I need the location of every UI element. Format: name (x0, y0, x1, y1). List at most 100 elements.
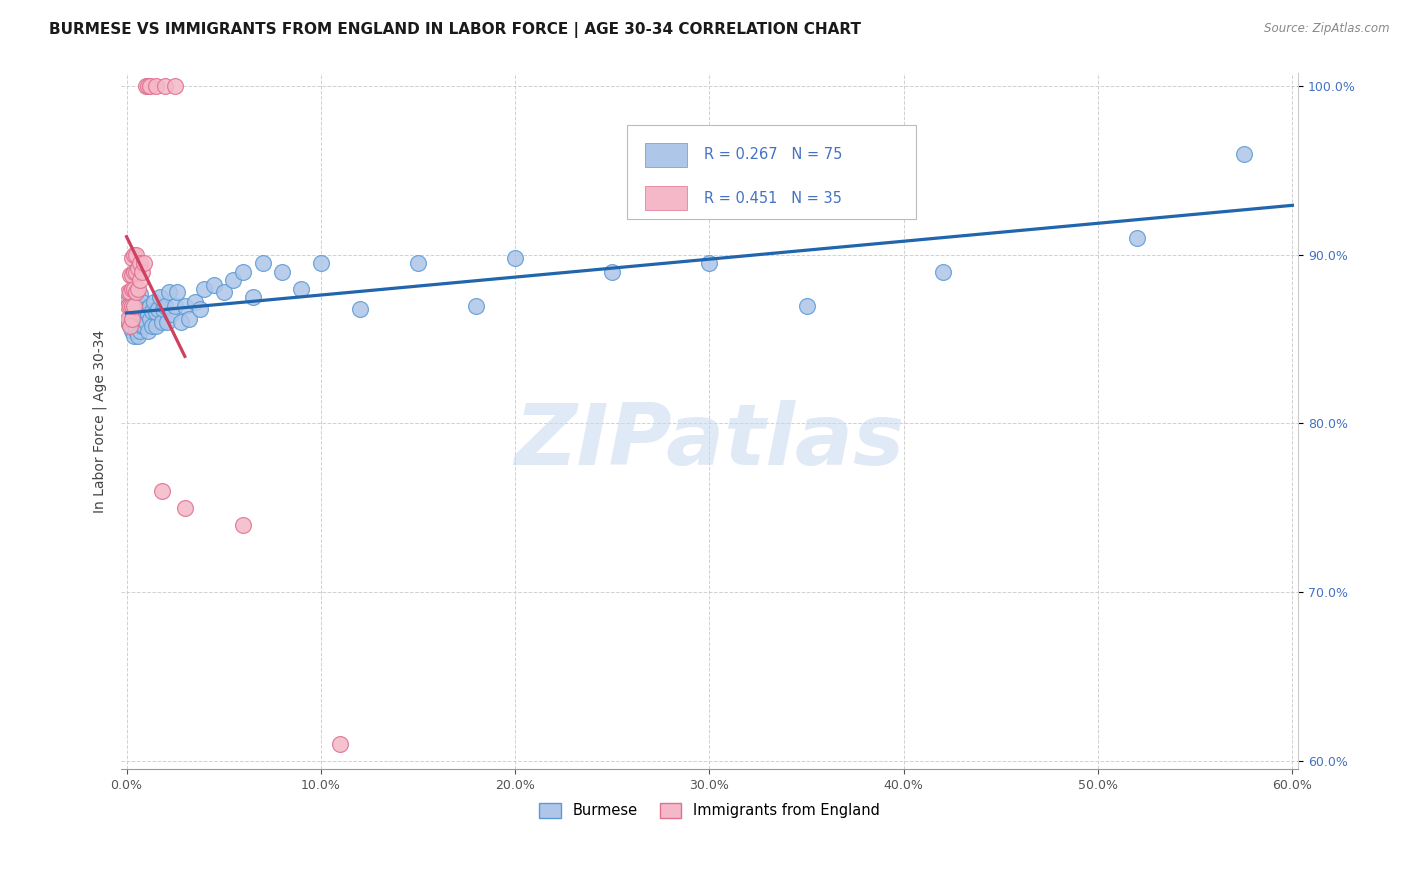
Point (699, 256, 721, 270)
Point (131, 318, 153, 333)
Point (120, 318, 142, 333)
Point (125, 297, 148, 311)
Legend: Burmese, Immigrants from England: Burmese, Immigrants from England (533, 797, 886, 824)
Point (117, 315, 139, 329)
Point (121, 282, 143, 296)
Point (124, 329, 146, 343)
Point (120, 318, 142, 333)
Point (135, 315, 157, 329)
Point (127, 282, 149, 296)
Text: R = 0.451   N = 35: R = 0.451 N = 35 (703, 191, 841, 206)
Point (136, 307, 159, 321)
Point (121, 312, 143, 326)
Point (212, 285, 235, 299)
Point (503, 252, 526, 266)
Point (150, 483, 173, 498)
Point (125, 324, 148, 338)
Point (117, 285, 139, 299)
Point (121, 268, 143, 283)
Point (120, 312, 142, 326)
Point (125, 318, 148, 333)
FancyBboxPatch shape (645, 143, 688, 167)
Point (127, 329, 149, 343)
Y-axis label: In Labor Force | Age 30-34: In Labor Force | Age 30-34 (93, 329, 107, 513)
Point (131, 265, 153, 279)
Point (177, 312, 200, 326)
Point (132, 256, 155, 270)
Point (406, 256, 429, 270)
Point (170, 315, 193, 329)
Point (232, 517, 254, 532)
Point (127, 299, 149, 313)
Point (290, 282, 312, 296)
Point (136, 79, 159, 94)
Point (160, 307, 183, 321)
Text: Source: ZipAtlas.com: Source: ZipAtlas.com (1264, 22, 1389, 36)
Point (125, 248, 148, 262)
Point (157, 285, 180, 299)
Point (141, 318, 163, 333)
Point (242, 290, 264, 304)
Point (136, 324, 159, 338)
Point (124, 301, 146, 316)
Point (465, 299, 488, 313)
FancyBboxPatch shape (627, 125, 915, 219)
Point (124, 299, 146, 313)
Point (129, 299, 152, 313)
Point (124, 248, 146, 262)
Point (125, 265, 148, 279)
Point (232, 265, 254, 279)
Point (931, 265, 953, 279)
Point (127, 261, 149, 276)
Point (139, 79, 162, 94)
Point (129, 286, 152, 301)
Point (121, 324, 143, 338)
Point (1126, 231, 1149, 245)
Text: ZIPatlas: ZIPatlas (515, 401, 904, 483)
Point (135, 301, 157, 316)
Point (120, 268, 142, 283)
Text: R = 0.267   N = 75: R = 0.267 N = 75 (703, 147, 842, 162)
Point (222, 273, 245, 287)
Point (309, 256, 332, 270)
Point (142, 295, 165, 310)
Point (252, 256, 274, 270)
Point (121, 299, 143, 313)
Point (145, 79, 167, 94)
Point (129, 273, 152, 287)
Point (120, 299, 142, 313)
Point (132, 318, 155, 333)
FancyBboxPatch shape (645, 186, 688, 211)
Point (156, 315, 179, 329)
Point (121, 285, 143, 299)
Point (1233, 146, 1256, 161)
Point (121, 299, 143, 313)
Point (125, 285, 148, 299)
Point (127, 312, 149, 326)
Point (124, 265, 146, 279)
Point (602, 265, 624, 279)
Point (141, 303, 163, 318)
Point (129, 256, 152, 270)
Point (149, 290, 172, 304)
Point (139, 312, 162, 326)
Point (329, 737, 352, 751)
Point (190, 301, 212, 316)
Point (173, 299, 195, 313)
Point (129, 312, 152, 326)
Point (155, 79, 177, 94)
Point (271, 265, 294, 279)
Point (131, 307, 153, 321)
Point (349, 301, 371, 316)
Point (202, 278, 225, 293)
Point (165, 299, 187, 313)
Point (145, 305, 167, 319)
Point (193, 282, 215, 296)
Point (120, 285, 142, 299)
Point (124, 282, 146, 296)
Point (145, 318, 167, 333)
Point (146, 301, 169, 316)
Point (155, 299, 177, 313)
Point (152, 301, 174, 316)
Point (796, 299, 818, 313)
